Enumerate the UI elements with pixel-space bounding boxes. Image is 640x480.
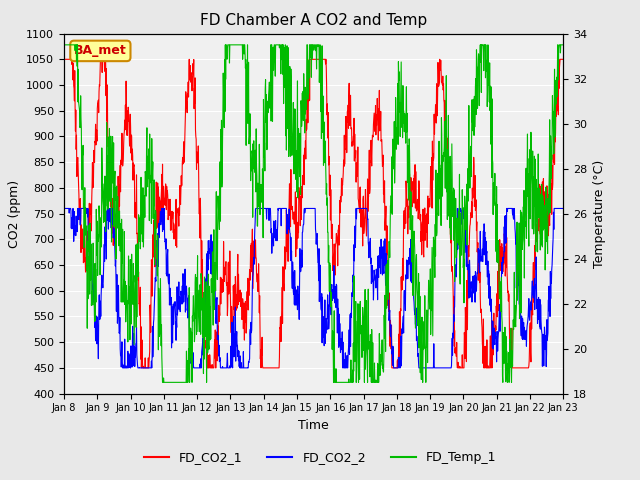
Text: BA_met: BA_met — [74, 44, 127, 58]
Y-axis label: Temperature (°C): Temperature (°C) — [593, 159, 605, 268]
Y-axis label: CO2 (ppm): CO2 (ppm) — [8, 180, 20, 248]
Title: FD Chamber A CO2 and Temp: FD Chamber A CO2 and Temp — [200, 13, 428, 28]
Legend: FD_CO2_1, FD_CO2_2, FD_Temp_1: FD_CO2_1, FD_CO2_2, FD_Temp_1 — [139, 446, 501, 469]
X-axis label: Time: Time — [298, 419, 329, 432]
